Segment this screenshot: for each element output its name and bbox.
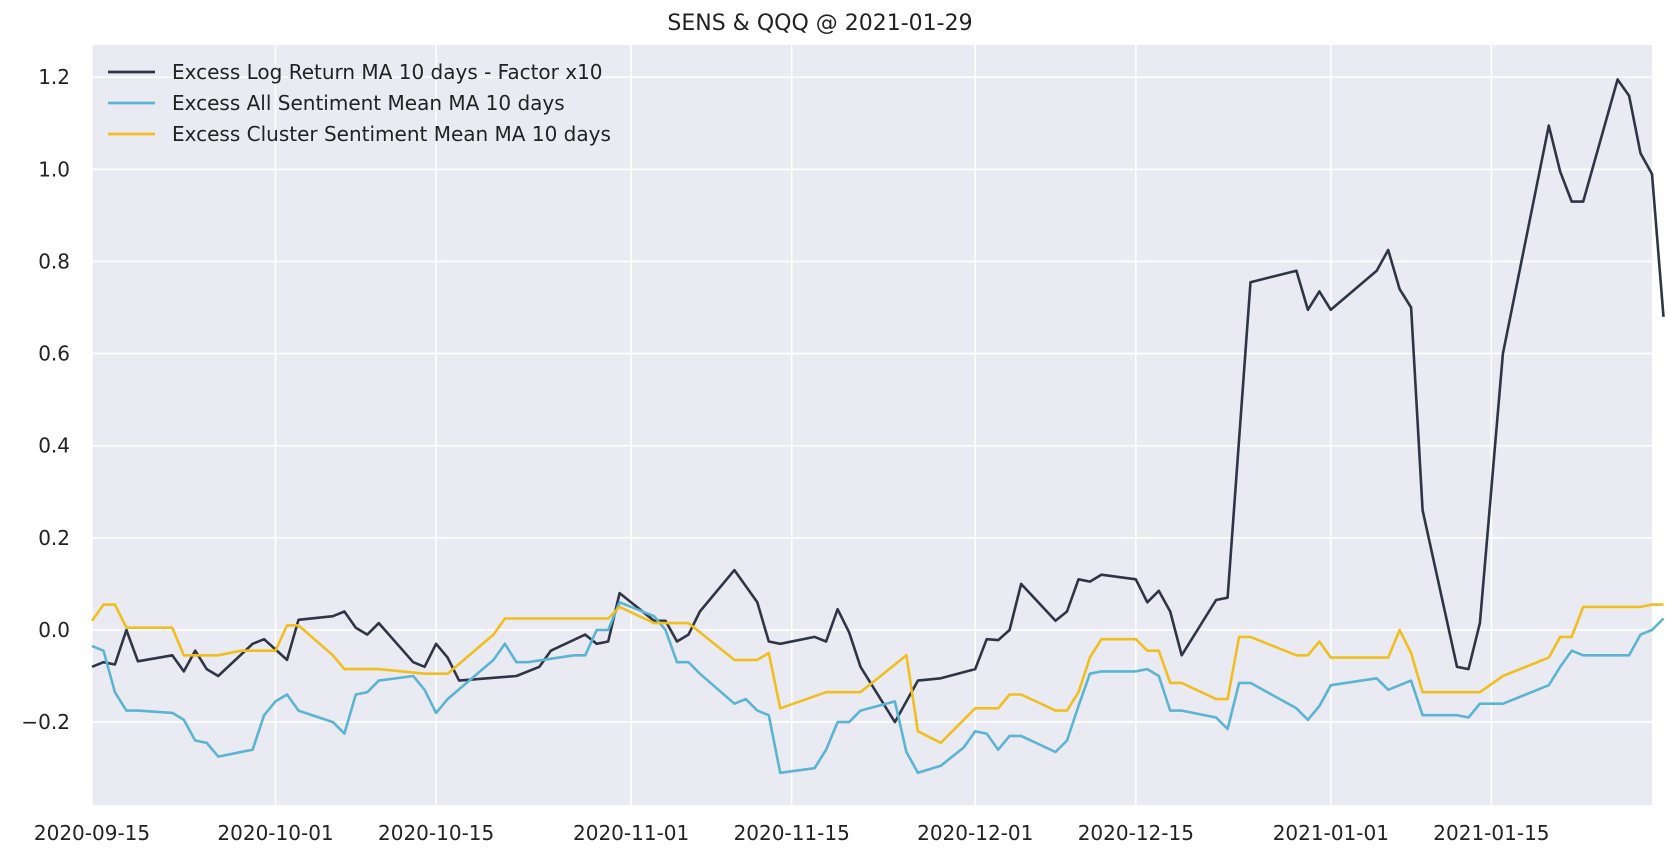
- series-line-2: [91, 601, 1665, 775]
- x-tick-label: 2020-10-01: [217, 821, 333, 845]
- x-tick-label: 2021-01-01: [1273, 821, 1389, 845]
- y-tick-label: 1.2: [38, 65, 70, 89]
- y-tick-label: 0.6: [38, 342, 70, 366]
- plot-area: [92, 45, 1652, 805]
- y-tick-label: 1.0: [38, 157, 70, 181]
- x-axis-tick-labels: 2020-09-15 2020-10-01 2020-10-15 2020-11-01…: [34, 821, 1550, 845]
- chart-title: SENS & QQQ @ 2021-01-29: [667, 11, 972, 36]
- x-tick-label: 2020-09-15: [34, 821, 150, 845]
- y-tick-label: 0.0: [38, 618, 70, 642]
- x-tick-label: 2020-12-15: [1078, 821, 1194, 845]
- y-tick-label: −0.2: [21, 710, 70, 734]
- series-line-3: [90, 603, 1664, 745]
- series-line-1: [91, 78, 1665, 724]
- legend-label: Excess Log Return MA 10 days - Factor x1…: [172, 60, 603, 84]
- x-tick-label: 2020-10-15: [378, 821, 494, 845]
- series-layer: [90, 78, 1665, 775]
- y-tick-label: 0.2: [38, 526, 70, 550]
- x-tick-label: 2021-01-15: [1433, 821, 1549, 845]
- y-tick-label: 0.8: [38, 249, 70, 273]
- x-tick-label: 2020-11-01: [573, 821, 689, 845]
- grid-layer: [91, 45, 1652, 805]
- x-tick-label: 2020-11-15: [734, 821, 850, 845]
- y-tick-label: 0.4: [38, 434, 70, 458]
- legend: Excess Log Return MA 10 days - Factor x1…: [108, 60, 611, 146]
- x-tick-label: 2020-12-01: [917, 821, 1033, 845]
- legend-label: Excess All Sentiment Mean MA 10 days: [172, 91, 565, 115]
- legend-label: Excess Cluster Sentiment Mean MA 10 days: [172, 122, 611, 146]
- y-axis-tick-labels: −0.2 0.0 0.2 0.4 0.6 0.8 1.0 1.2: [21, 65, 70, 734]
